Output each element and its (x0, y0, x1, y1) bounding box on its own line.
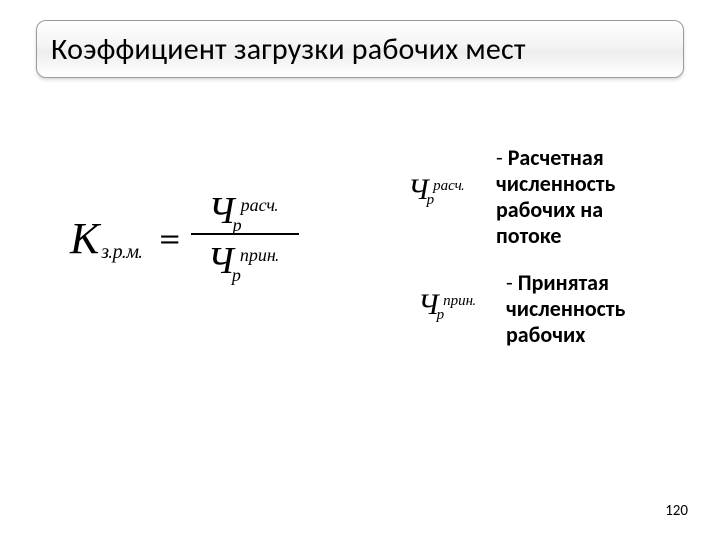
legend1-symbol: Ч р расч. (408, 175, 468, 205)
title-box: Коэффициент загрузки рабочих мест (36, 20, 684, 78)
num-base: Ч (208, 192, 234, 230)
page-number: 120 (665, 502, 688, 520)
num-sub: р (233, 215, 242, 236)
numerator: Ч р расч. (208, 188, 281, 230)
main-formula: К з.р.м. = Ч р расч. Ч р прин. (70, 190, 299, 282)
legend1-sym-base: Ч (408, 175, 429, 205)
den-sup: прин. (240, 245, 279, 266)
legend2-line1: Принятая (518, 269, 609, 296)
legend2-text: - Принятая численность рабочих (506, 270, 706, 348)
legend2-dash: - (506, 269, 518, 296)
den-sub: р (232, 265, 241, 286)
legend2-symbol: Ч р прин. (418, 290, 479, 320)
formula-row: К з.р.м. = Ч р расч. Ч р прин. (70, 190, 299, 282)
fraction: Ч р расч. Ч р прин. (191, 188, 299, 280)
legend1-dash: - (496, 144, 508, 171)
denominator: Ч р прин. (208, 238, 282, 280)
legend1-line4: потоке (496, 222, 561, 249)
legend1-line1: Расчетная (508, 144, 604, 171)
legend1-text: - Расчетная численность рабочих на поток… (496, 145, 696, 249)
fraction-bar (191, 233, 299, 235)
legend2-sym-sup: прин. (443, 291, 476, 310)
legend1-sym-sup: расч. (433, 176, 464, 195)
title-text: Коэффициент загрузки рабочих мест (51, 31, 526, 68)
num-sup: расч. (241, 195, 279, 216)
den-base: Ч (208, 242, 234, 280)
lhs-base: К (70, 213, 99, 264)
slide-page: Коэффициент загрузки рабочих мест К з.р.… (0, 0, 720, 540)
legend2-line3: рабочих (506, 321, 585, 348)
lhs-sub: з.р.м. (101, 240, 142, 264)
legend1-line2: численность (496, 170, 615, 197)
legend2-line2: численность (506, 295, 625, 322)
legend1-line3: рабочих на (496, 196, 603, 223)
equals-sign: = (159, 215, 181, 261)
legend2-sym-base: Ч (418, 290, 439, 320)
